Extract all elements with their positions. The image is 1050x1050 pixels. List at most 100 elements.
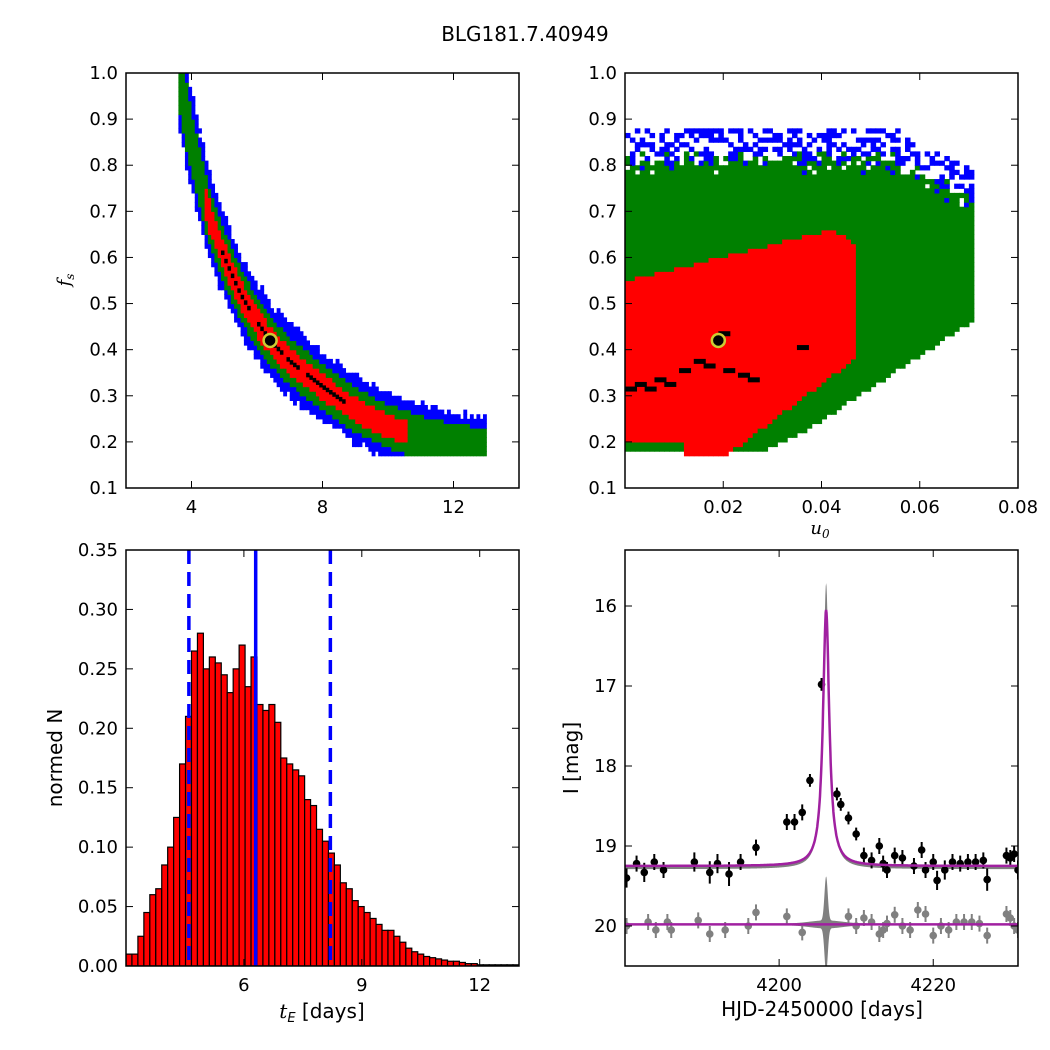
heatmap-cell xyxy=(649,243,656,249)
heatmap-cell xyxy=(634,386,641,392)
heatmap-cell xyxy=(664,262,670,268)
heatmap-cell xyxy=(391,405,396,411)
heatmap-cell xyxy=(826,294,832,300)
heatmap-cell xyxy=(693,285,700,291)
heatmap-cell xyxy=(728,215,734,222)
heatmap-cell xyxy=(247,289,252,295)
heatmap-cell xyxy=(669,248,675,254)
heatmap-cell xyxy=(801,280,808,286)
heatmap-cell xyxy=(698,414,705,420)
heatmap-cell xyxy=(900,294,906,300)
heatmap-cell xyxy=(693,192,700,199)
heatmap-cell xyxy=(654,183,660,189)
heatmap-cell xyxy=(792,414,798,420)
heatmap-cell xyxy=(733,289,739,295)
heatmap-cell xyxy=(880,266,886,272)
heatmap-cell xyxy=(742,418,749,425)
heatmap-cell xyxy=(782,345,788,351)
heatmap-cell xyxy=(850,303,857,309)
heatmap-cell xyxy=(850,335,857,342)
heatmap-cell xyxy=(654,206,660,212)
heatmap-cell xyxy=(841,322,847,328)
heatmap-cell xyxy=(322,409,327,415)
heatmap-cell xyxy=(460,432,464,438)
heatmap-cell xyxy=(870,271,877,277)
heatmap-cell xyxy=(381,446,386,452)
heatmap-cell xyxy=(777,174,783,180)
heatmap-cell xyxy=(831,377,837,383)
heatmap-cell xyxy=(762,414,769,420)
heatmap-cell xyxy=(204,215,209,222)
heatmap-cell xyxy=(767,409,773,415)
heatmap-cell xyxy=(782,368,788,374)
heatmap-cell xyxy=(796,137,803,143)
heatmap-cell xyxy=(276,381,281,388)
heatmap-cell xyxy=(831,169,837,176)
heatmap-cell xyxy=(870,322,877,328)
heatmap-cell xyxy=(787,211,793,217)
heatmap-cell xyxy=(850,243,857,249)
heatmap-cell xyxy=(227,229,232,235)
heatmap-cell xyxy=(188,146,193,152)
heatmap-cell xyxy=(836,229,842,235)
heatmap-cell xyxy=(870,202,877,208)
heatmap-cell xyxy=(742,386,749,392)
heatmap-cell xyxy=(728,386,734,392)
heatmap-cell xyxy=(728,405,734,411)
heatmap-cell xyxy=(679,275,685,282)
heatmap-cell xyxy=(669,308,675,314)
heatmap-cell xyxy=(325,405,330,411)
heatmap-cell xyxy=(792,377,798,383)
heatmap-cell xyxy=(312,354,317,360)
heatmap-cell xyxy=(649,405,656,411)
heatmap-cell xyxy=(482,432,487,438)
heatmap-cell xyxy=(302,391,307,397)
heatmap-cell xyxy=(801,317,808,323)
heatmap-cell xyxy=(309,372,314,378)
heatmap-cell xyxy=(762,266,769,272)
heatmap-cell xyxy=(880,151,886,157)
heatmap-cell xyxy=(188,119,193,125)
heatmap-cell xyxy=(322,405,327,411)
heatmap-cell xyxy=(728,202,734,208)
heatmap-cell xyxy=(634,303,641,309)
heatmap-cell xyxy=(860,202,867,208)
heatmap-cell xyxy=(772,432,778,438)
best-chain-cell xyxy=(240,294,245,300)
heatmap-cell xyxy=(905,252,911,259)
heatmap-cell xyxy=(841,156,847,162)
heatmap-cell xyxy=(885,303,891,309)
heatmap-cell xyxy=(796,128,803,134)
heatmap-cell xyxy=(306,358,310,365)
heatmap-cell xyxy=(217,202,222,208)
heatmap-cell xyxy=(634,428,641,434)
heatmap-cell xyxy=(217,206,222,212)
heatmap-cell xyxy=(880,368,886,374)
heatmap-cell xyxy=(688,262,695,268)
heatmap-cell xyxy=(664,303,670,309)
heatmap-cell xyxy=(811,395,818,401)
heatmap-cell xyxy=(407,446,412,452)
heatmap-cell xyxy=(787,229,793,235)
heatmap-cell xyxy=(698,289,705,295)
heatmap-cell xyxy=(296,377,301,383)
heatmap-cell xyxy=(752,179,759,185)
heatmap-cell xyxy=(860,289,867,295)
heatmap-cell xyxy=(348,414,353,420)
heatmap-cell xyxy=(679,428,685,434)
y-tick-label: 0.2 xyxy=(89,432,118,453)
heatmap-cell xyxy=(329,372,333,378)
heatmap-cell xyxy=(698,451,705,457)
heatmap-cell xyxy=(257,345,261,351)
heatmap-cell xyxy=(831,211,837,217)
heatmap-cell xyxy=(890,179,896,185)
heatmap-cell xyxy=(456,423,461,429)
heatmap-cell xyxy=(742,322,749,328)
heatmap-cell xyxy=(752,363,759,369)
heatmap-cell xyxy=(708,423,715,429)
heatmap-cell xyxy=(865,386,872,392)
heatmap-cell xyxy=(757,220,764,226)
heatmap-cell xyxy=(811,354,818,360)
heatmap-cell xyxy=(688,220,695,226)
heatmap-cell xyxy=(782,142,788,148)
